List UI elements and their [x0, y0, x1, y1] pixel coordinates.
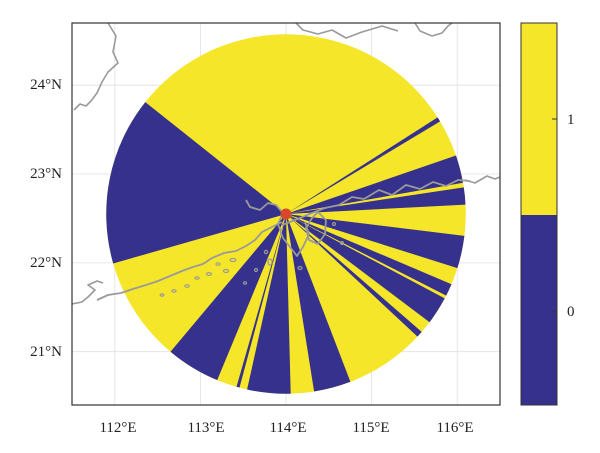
island: [339, 240, 345, 246]
sector-class-0: [236, 214, 286, 388]
classification-disk: [106, 34, 466, 394]
y-axis-ticks: 24°N 23°N 22°N 21°N: [30, 77, 62, 360]
coast-west: [72, 280, 104, 305]
island: [194, 276, 200, 280]
sector-class-0: [286, 214, 465, 269]
colorbar: 1 0: [520, 22, 575, 406]
island: [297, 265, 303, 271]
pearl-river-estuary: [245, 199, 310, 257]
y-tick-label: 23°N: [30, 166, 62, 182]
province-border-north: [295, 23, 399, 39]
y-tick-label: 22°N: [30, 255, 62, 271]
y-tick-label: 21°N: [30, 344, 62, 360]
island: [263, 249, 269, 255]
sector-class-0: [106, 102, 286, 264]
map-frame: [71, 22, 501, 406]
x-tick-label: 115°E: [352, 420, 389, 436]
island: [229, 257, 237, 263]
coastline-east: [281, 179, 471, 226]
colorbar-label-0: 0: [567, 304, 575, 320]
island: [184, 284, 190, 288]
radar-site-marker: [280, 208, 292, 220]
island: [215, 262, 221, 266]
sector-class-0: [170, 214, 286, 381]
colorbar-label-1: 1: [567, 112, 575, 128]
island: [205, 272, 213, 277]
island: [331, 221, 337, 227]
y-tick-label: 24°N: [30, 77, 62, 93]
island: [159, 293, 165, 297]
x-tick-label: 114°E: [269, 420, 306, 436]
coastline: [96, 179, 471, 301]
x-axis-ticks: 112°E 113°E 114°E 115°E 116°E: [99, 420, 473, 436]
hong-kong-outline: [305, 211, 327, 245]
island: [253, 267, 259, 273]
sector-class-0: [286, 214, 445, 323]
sector-class-0: [286, 117, 441, 214]
sector-class-0: [286, 214, 351, 392]
map-panel: [71, 22, 501, 406]
colorbar-frame: [520, 22, 558, 406]
land-outline: [72, 23, 500, 305]
coastline-west: [96, 221, 283, 301]
x-tick-label: 113°E: [187, 420, 224, 436]
island: [222, 268, 230, 274]
sector-class-0: [286, 155, 463, 214]
sector-class-0: [286, 214, 452, 296]
island: [242, 281, 248, 285]
colorbar-segment-1: [521, 23, 557, 215]
sector-class-0: [286, 214, 422, 337]
colorbar-segment-0: [521, 215, 557, 405]
coast-east: [464, 175, 500, 184]
x-tick-label: 112°E: [99, 420, 136, 436]
province-border-northeast: [414, 23, 453, 37]
province-border-west: [73, 23, 119, 111]
x-tick-label: 116°E: [436, 420, 473, 436]
sector-class-0: [247, 214, 291, 394]
island: [171, 289, 177, 293]
island: [267, 258, 273, 266]
